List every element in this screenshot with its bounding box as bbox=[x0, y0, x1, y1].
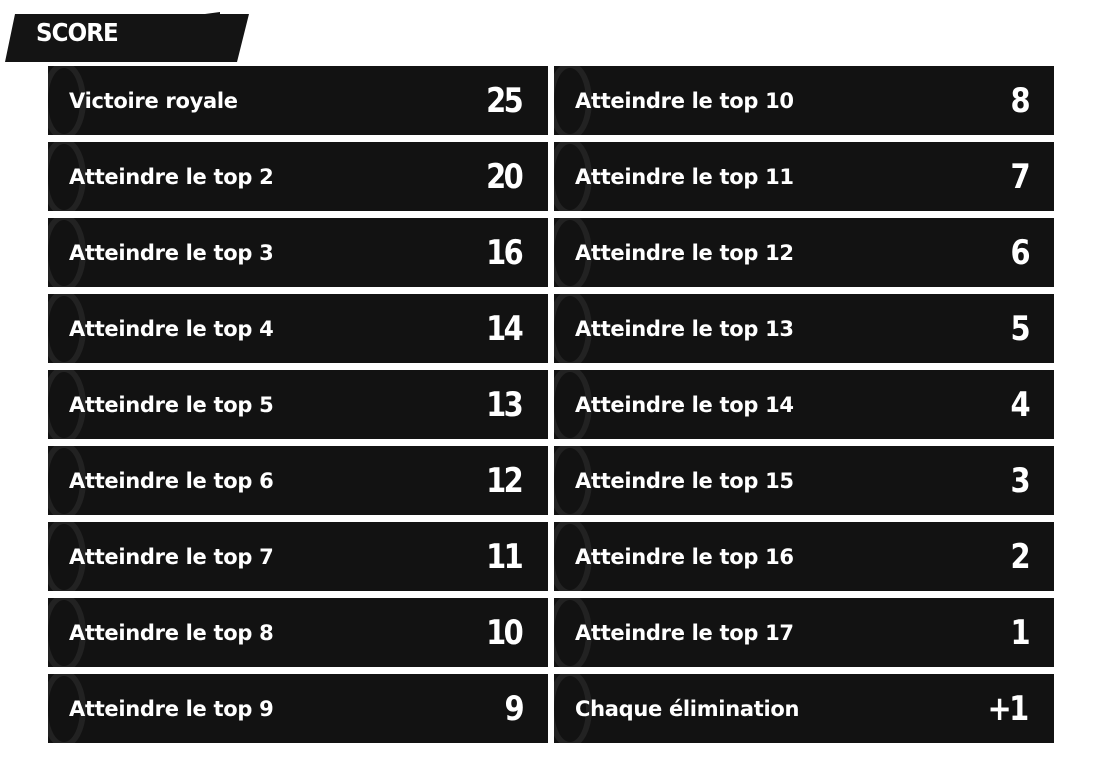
score-label: Atteindre le top 7 bbox=[69, 544, 274, 569]
score-points: 8 bbox=[1010, 80, 1031, 121]
score-points: 13 bbox=[485, 384, 524, 425]
score-row: Atteindre le top 7 11 bbox=[48, 522, 548, 591]
score-label: Atteindre le top 15 bbox=[575, 468, 794, 493]
score-points: 2 bbox=[1010, 536, 1031, 577]
trophy-watermark-icon bbox=[48, 218, 86, 287]
score-points: 16 bbox=[485, 232, 524, 273]
score-points: 1 bbox=[1010, 612, 1031, 653]
trophy-watermark-icon bbox=[48, 294, 86, 363]
page-title: SCORE bbox=[36, 18, 119, 47]
trophy-watermark-icon bbox=[48, 598, 86, 667]
score-points: 3 bbox=[1010, 460, 1031, 501]
score-label: Atteindre le top 5 bbox=[69, 392, 274, 417]
trophy-watermark-icon bbox=[554, 294, 592, 363]
score-label: Atteindre le top 6 bbox=[69, 468, 274, 493]
score-label: Atteindre le top 11 bbox=[575, 164, 794, 189]
score-row: Atteindre le top 15 3 bbox=[554, 446, 1054, 515]
score-points: 7 bbox=[1010, 156, 1031, 197]
trophy-watermark-icon bbox=[48, 142, 86, 211]
score-row: Atteindre le top 13 5 bbox=[554, 294, 1054, 363]
score-label: Chaque élimination bbox=[575, 696, 800, 721]
score-row: Atteindre le top 8 10 bbox=[48, 598, 548, 667]
score-row: Atteindre le top 2 20 bbox=[48, 142, 548, 211]
score-row: Atteindre le top 10 8 bbox=[554, 66, 1054, 135]
crosshair-icon bbox=[554, 674, 592, 743]
score-label: Atteindre le top 8 bbox=[69, 620, 274, 645]
score-label: Atteindre le top 13 bbox=[575, 316, 794, 341]
score-points: 12 bbox=[485, 460, 524, 501]
score-label: Atteindre le top 14 bbox=[575, 392, 794, 417]
trophy-watermark-icon bbox=[48, 370, 86, 439]
score-label: Atteindre le top 9 bbox=[69, 696, 274, 721]
score-points: 11 bbox=[485, 536, 524, 577]
trophy-watermark-icon bbox=[554, 370, 592, 439]
score-row: Atteindre le top 9 9 bbox=[48, 674, 548, 743]
score-label: Atteindre le top 16 bbox=[575, 544, 794, 569]
score-label: Atteindre le top 4 bbox=[69, 316, 274, 341]
score-column-left: Victoire royale 25 Atteindre le top 2 20 Att… bbox=[48, 66, 548, 750]
score-row: Atteindre le top 17 1 bbox=[554, 598, 1054, 667]
trophy-watermark-icon bbox=[554, 446, 592, 515]
score-row: Atteindre le top 3 16 bbox=[48, 218, 548, 287]
score-points: 5 bbox=[1010, 308, 1031, 349]
score-label: Atteindre le top 17 bbox=[575, 620, 794, 645]
trophy-watermark-icon bbox=[48, 446, 86, 515]
trophy-watermark-icon bbox=[554, 66, 592, 135]
score-points: 10 bbox=[485, 612, 524, 653]
score-row: Atteindre le top 14 4 bbox=[554, 370, 1054, 439]
score-label: Atteindre le top 2 bbox=[69, 164, 274, 189]
score-points: 9 bbox=[504, 688, 525, 729]
score-points: 14 bbox=[485, 308, 524, 349]
trophy-watermark-icon bbox=[554, 218, 592, 287]
score-points: 4 bbox=[1010, 384, 1031, 425]
score-row: Atteindre le top 12 6 bbox=[554, 218, 1054, 287]
score-points: 25 bbox=[485, 80, 524, 121]
trophy-watermark-icon bbox=[48, 66, 86, 135]
score-row: Atteindre le top 11 7 bbox=[554, 142, 1054, 211]
trophy-watermark-icon bbox=[48, 674, 86, 743]
score-label: Victoire royale bbox=[69, 88, 238, 113]
score-row: Atteindre le top 16 2 bbox=[554, 522, 1054, 591]
trophy-watermark-icon bbox=[554, 142, 592, 211]
trophy-watermark-icon bbox=[48, 522, 86, 591]
score-banner bbox=[5, 12, 249, 62]
score-points: 20 bbox=[485, 156, 524, 197]
score-row: Atteindre le top 6 12 bbox=[48, 446, 548, 515]
score-row: Atteindre le top 5 13 bbox=[48, 370, 548, 439]
score-points: 6 bbox=[1010, 232, 1031, 273]
trophy-watermark-icon bbox=[554, 598, 592, 667]
score-label: Atteindre le top 10 bbox=[575, 88, 794, 113]
score-column-right: Atteindre le top 10 8 Atteindre le top 11 7… bbox=[554, 66, 1054, 750]
trophy-watermark-icon bbox=[554, 522, 592, 591]
score-label: Atteindre le top 3 bbox=[69, 240, 274, 265]
score-label: Atteindre le top 12 bbox=[575, 240, 794, 265]
score-row: Victoire royale 25 bbox=[48, 66, 548, 135]
score-points: +1 bbox=[987, 688, 1029, 729]
score-row: Atteindre le top 4 14 bbox=[48, 294, 548, 363]
score-row: Chaque élimination +1 bbox=[554, 674, 1054, 743]
